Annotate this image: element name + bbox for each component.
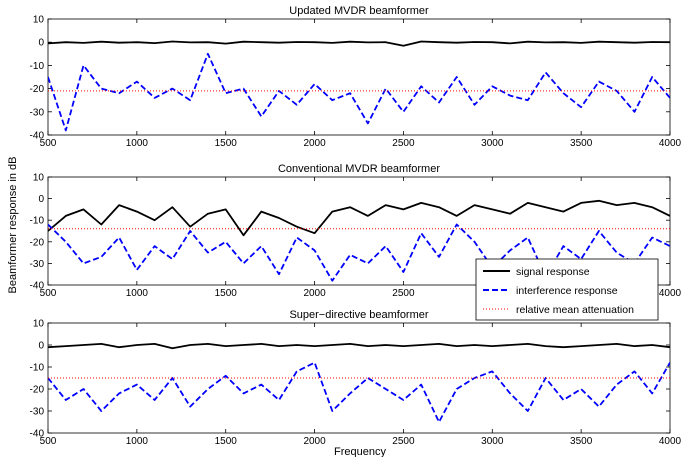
panel-2-signal-line <box>48 199 670 237</box>
panel-1-x-tick-label: 3000 <box>481 138 504 149</box>
panel-3-interference-line <box>48 361 670 423</box>
panel-3-x-tick-label: 500 <box>40 436 57 447</box>
panel-1-x-tick-label: 2000 <box>303 138 326 149</box>
panel-3-x-tick-label: 3500 <box>570 436 593 447</box>
panel-1-y-tick-label: -10 <box>30 61 45 72</box>
panel-1-y-tick-label: -30 <box>30 107 45 118</box>
panel-1-y-tick-label: -40 <box>30 131 45 142</box>
legend-entry-signal: signal response <box>516 266 590 278</box>
panel-3-x-tick-label: 2000 <box>303 436 326 447</box>
panel-2-x-tick-label: 4000 <box>659 288 682 299</box>
panel-1-series <box>48 40 670 132</box>
panel-3-y-tick-label: -30 <box>30 407 45 418</box>
panel-2-y-tick-label: -40 <box>30 281 45 292</box>
panel-2-y-tick-label: 0 <box>38 194 44 205</box>
panel-3-y-tick-label: -40 <box>30 429 45 440</box>
panel-1-y-tick-label: 0 <box>38 38 44 49</box>
panel-1-signal-line <box>48 40 670 47</box>
panel-1-title: Updated MVDR beamformer <box>289 5 429 17</box>
panel-3-x-tick-label: 4000 <box>659 436 682 447</box>
panel-1-interference-line <box>48 52 670 132</box>
panel-2-x-tick-label: 1000 <box>126 288 149 299</box>
panel-2-x-tick-label: 2000 <box>303 288 326 299</box>
panel-3: Super−directive beamformer 500 1000 1500 200… <box>30 309 682 447</box>
panel-3-y-tick-label: 0 <box>38 341 44 352</box>
panel-1-x-tick-label: 1500 <box>215 138 238 149</box>
y-axis-label: Beamformer response in dB <box>7 157 19 294</box>
x-axis-label: Frequency <box>334 446 386 457</box>
panel-1-x-tick-label: 1000 <box>126 138 149 149</box>
panel-3-x-tick-label: 1000 <box>126 436 149 447</box>
panel-2-x-tick-label: 2500 <box>392 288 415 299</box>
panel-2-y-tick-label: 10 <box>33 173 45 184</box>
panel-1-frame <box>47 18 671 136</box>
legend: signal response interference response re… <box>475 258 659 321</box>
panel-3-y-tick-label: -10 <box>30 363 45 374</box>
legend-entry-mean: relative mean attenuation <box>516 304 634 316</box>
panel-1-y-tick-label: 10 <box>33 15 45 26</box>
panel-3-signal-line <box>48 342 670 350</box>
panel-2-series <box>48 199 670 282</box>
panel-2-y-tick-label: -30 <box>30 259 45 270</box>
panel-1: Updated MVDR beamformer 500 1000 1500 2000 25… <box>30 5 682 149</box>
panel-3-x-tick-label: 3000 <box>481 436 504 447</box>
panel-3-frame <box>47 322 671 434</box>
legend-entry-interference: interference response <box>516 285 618 297</box>
panel-2-y-tick-label: -20 <box>30 237 45 248</box>
panel-1-x-tick-label: 4000 <box>659 138 682 149</box>
panel-3-series <box>48 342 670 423</box>
panel-1-x-tick-label: 2500 <box>392 138 415 149</box>
panel-2-title: Conventional MVDR beamformer <box>278 163 440 175</box>
panel-3-y-tick-label: 10 <box>33 319 45 330</box>
panel-3-x-tick-label: 1500 <box>215 436 238 447</box>
panel-2-y-tick-label: -10 <box>30 216 45 227</box>
panel-3-x-tick-label: 2500 <box>392 436 415 447</box>
panel-1-x-tick-label: 500 <box>40 138 57 149</box>
panel-2-x-tick-label: 1500 <box>215 288 238 299</box>
panel-1-x-tick-label: 3500 <box>570 138 593 149</box>
panel-1-y-tick-label: -20 <box>30 84 45 95</box>
panel-3-title: Super−directive beamformer <box>289 309 428 321</box>
panel-2-x-tick-label: 500 <box>40 288 57 299</box>
panel-3-y-tick-label: -20 <box>30 385 45 396</box>
